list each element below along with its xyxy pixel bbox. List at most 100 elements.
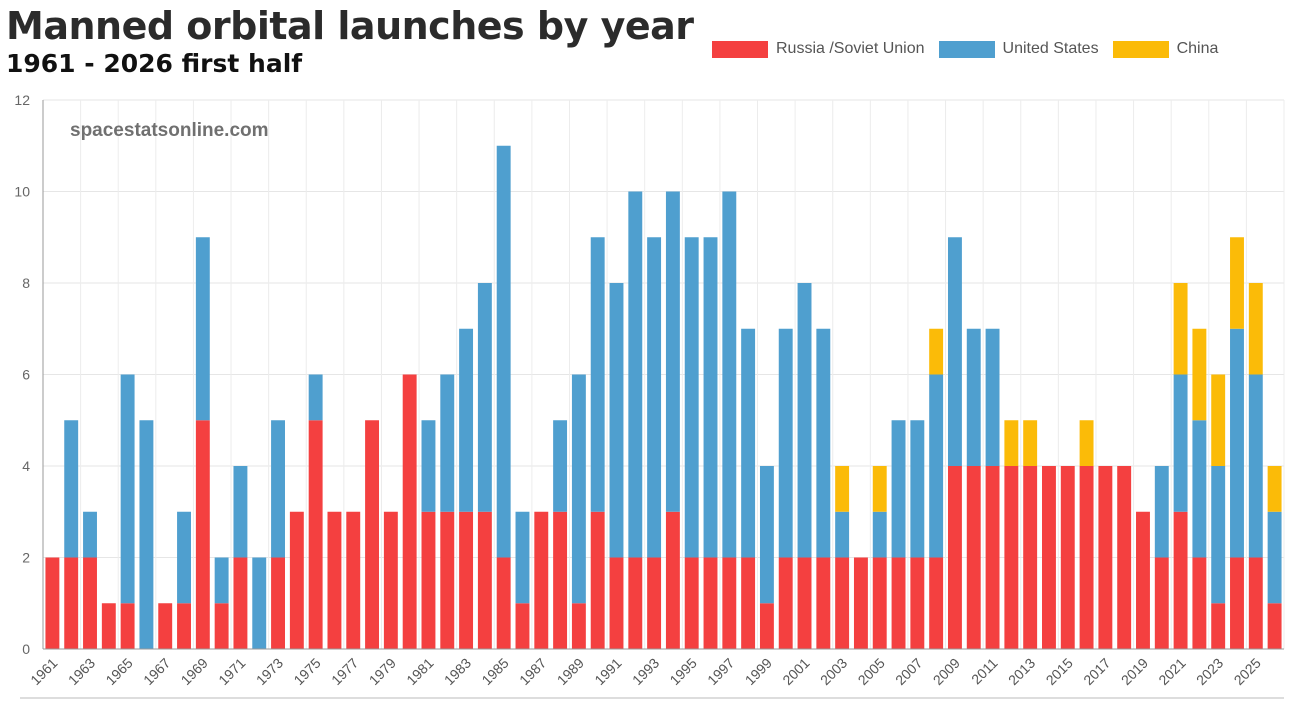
bar-russia-1971[interactable]	[233, 557, 248, 650]
bar-united-states-1990[interactable]	[590, 237, 605, 512]
bar-russia-2026[interactable]	[1267, 603, 1282, 649]
bar-united-states-1991[interactable]	[609, 283, 624, 558]
bar-russia-1998[interactable]	[741, 557, 756, 650]
bar-china-2005[interactable]	[872, 466, 887, 512]
bar-russia-2025[interactable]	[1248, 557, 1263, 650]
bar-russia-1981[interactable]	[421, 511, 436, 649]
bar-russia-1978[interactable]	[365, 420, 380, 649]
bar-russia-1987[interactable]	[534, 511, 549, 649]
bar-russia-2013[interactable]	[1023, 466, 1038, 649]
bar-united-states-2026[interactable]	[1267, 511, 1282, 604]
bar-russia-1990[interactable]	[590, 511, 605, 649]
bar-russia-2000[interactable]	[778, 557, 793, 650]
legend-item-united-states[interactable]: United States	[938, 40, 1099, 58]
bar-united-states-2005[interactable]	[872, 511, 887, 558]
bar-russia-2020[interactable]	[1154, 557, 1169, 650]
bar-russia-1967[interactable]	[158, 603, 173, 649]
bar-russia-2022[interactable]	[1192, 557, 1207, 650]
bar-united-states-1970[interactable]	[214, 557, 229, 604]
bar-united-states-1969[interactable]	[195, 237, 210, 421]
bar-united-states-2021[interactable]	[1173, 374, 1188, 512]
bar-united-states-1998[interactable]	[741, 328, 756, 558]
bar-russia-1991[interactable]	[609, 557, 624, 650]
bar-russia-2007[interactable]	[910, 557, 925, 650]
bar-united-states-1999[interactable]	[759, 466, 774, 604]
bar-united-states-2010[interactable]	[966, 328, 981, 466]
bar-russia-1979[interactable]	[383, 511, 398, 649]
legend-item-russia[interactable]: Russia /Soviet Union	[712, 40, 925, 58]
bar-united-states-2006[interactable]	[891, 420, 906, 558]
bar-russia-1989[interactable]	[571, 603, 586, 649]
bar-united-states-1965[interactable]	[120, 374, 135, 604]
bar-united-states-2009[interactable]	[947, 237, 962, 466]
bar-russia-1999[interactable]	[759, 603, 774, 649]
bar-russia-2021[interactable]	[1173, 511, 1188, 649]
bar-china-2021[interactable]	[1173, 283, 1188, 375]
bar-russia-2006[interactable]	[891, 557, 906, 650]
bar-united-states-2003[interactable]	[835, 511, 850, 558]
bar-russia-2014[interactable]	[1042, 466, 1056, 649]
bar-russia-1962[interactable]	[64, 557, 79, 650]
bar-united-states-1988[interactable]	[553, 420, 568, 512]
bar-russia-1970[interactable]	[214, 603, 229, 649]
bar-russia-1984[interactable]	[477, 511, 492, 649]
bar-russia-2005[interactable]	[872, 557, 887, 650]
bar-russia-1964[interactable]	[101, 603, 116, 649]
bar-united-states-1993[interactable]	[647, 237, 662, 558]
bar-russia-1993[interactable]	[647, 557, 662, 650]
bar-china-2025[interactable]	[1248, 283, 1263, 375]
bar-russia-1986[interactable]	[515, 603, 530, 649]
bar-united-states-1992[interactable]	[628, 191, 643, 558]
bar-united-states-1989[interactable]	[571, 374, 586, 604]
bar-china-2012[interactable]	[1004, 420, 1019, 466]
bar-russia-2011[interactable]	[985, 466, 1000, 649]
bar-united-states-1996[interactable]	[703, 237, 718, 558]
bar-russia-2001[interactable]	[797, 557, 812, 650]
bar-united-states-1994[interactable]	[665, 191, 680, 512]
bar-united-states-2022[interactable]	[1192, 420, 1207, 558]
bar-russia-2016[interactable]	[1079, 466, 1094, 649]
bar-united-states-2011[interactable]	[985, 328, 1000, 466]
bar-united-states-2025[interactable]	[1248, 374, 1263, 558]
bar-russia-1968[interactable]	[177, 603, 191, 649]
bar-russia-1969[interactable]	[195, 420, 210, 649]
bar-united-states-2000[interactable]	[778, 328, 793, 558]
bar-united-states-1972[interactable]	[252, 557, 267, 650]
bar-russia-2015[interactable]	[1060, 466, 1075, 649]
bar-united-states-1981[interactable]	[421, 420, 436, 512]
bar-united-states-1985[interactable]	[496, 145, 511, 558]
bar-united-states-1986[interactable]	[515, 511, 530, 604]
bar-russia-2012[interactable]	[1004, 466, 1019, 649]
bar-russia-2009[interactable]	[947, 466, 962, 649]
bar-china-2008[interactable]	[929, 328, 944, 375]
bar-united-states-1982[interactable]	[440, 374, 455, 512]
bar-russia-1973[interactable]	[271, 557, 285, 650]
bar-china-2003[interactable]	[835, 466, 850, 512]
bar-united-states-1963[interactable]	[83, 511, 97, 558]
bar-china-2024[interactable]	[1230, 237, 1244, 329]
bar-russia-1965[interactable]	[120, 603, 135, 649]
bar-russia-1977[interactable]	[346, 511, 361, 649]
bar-united-states-1973[interactable]	[271, 420, 285, 558]
bar-united-states-2023[interactable]	[1211, 466, 1226, 604]
bar-russia-1985[interactable]	[496, 557, 511, 650]
bar-russia-1996[interactable]	[703, 557, 718, 650]
bar-russia-2017[interactable]	[1098, 466, 1113, 649]
bar-united-states-2007[interactable]	[910, 420, 925, 558]
bar-china-2026[interactable]	[1267, 466, 1282, 512]
bar-united-states-2020[interactable]	[1154, 466, 1169, 558]
bar-russia-1992[interactable]	[628, 557, 643, 650]
bar-russia-1997[interactable]	[722, 557, 737, 650]
bar-russia-2019[interactable]	[1136, 511, 1150, 649]
bar-united-states-1975[interactable]	[308, 374, 323, 421]
bar-russia-1974[interactable]	[289, 511, 304, 649]
bar-russia-1994[interactable]	[665, 511, 680, 649]
bar-united-states-1962[interactable]	[64, 420, 79, 558]
bar-united-states-1971[interactable]	[233, 466, 248, 558]
bar-russia-2008[interactable]	[929, 557, 944, 650]
bar-russia-1988[interactable]	[553, 511, 568, 649]
bar-russia-1980[interactable]	[402, 374, 417, 650]
bar-russia-1983[interactable]	[459, 511, 474, 649]
bar-russia-1963[interactable]	[83, 557, 97, 650]
bar-united-states-2002[interactable]	[816, 328, 831, 558]
